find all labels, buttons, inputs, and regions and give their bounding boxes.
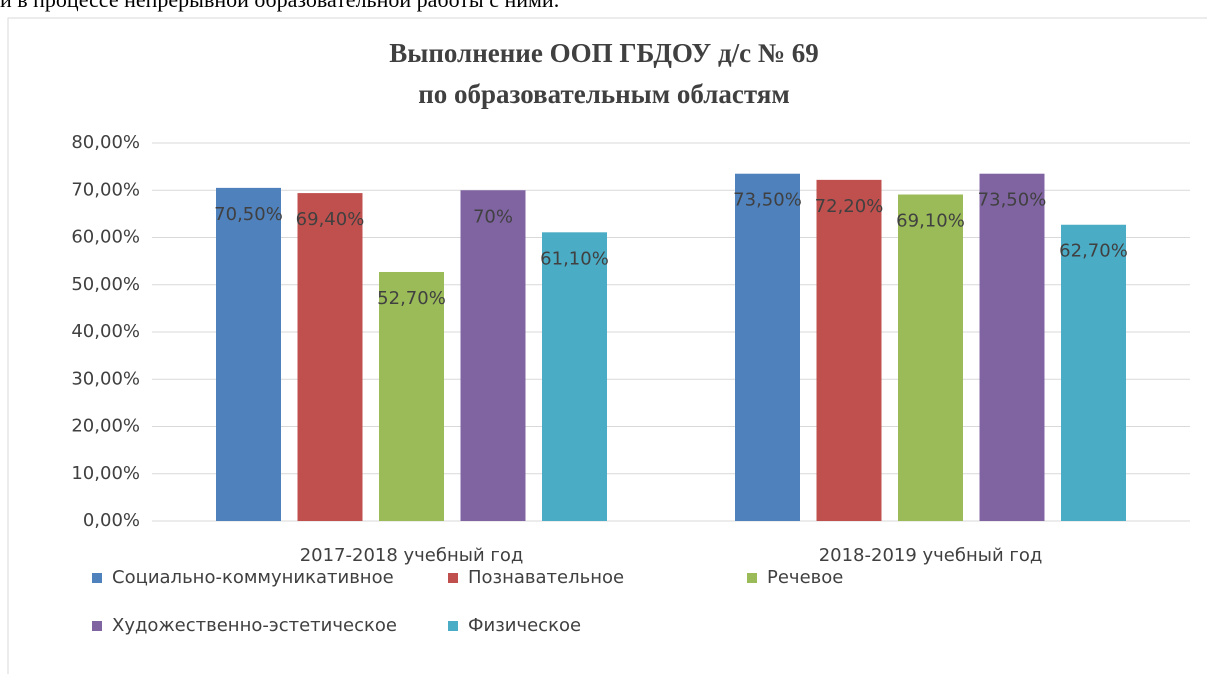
- bar: [216, 187, 281, 521]
- chart-title: Выполнение ООП ГБДОУ д/с № 69: [389, 38, 818, 68]
- bar: [898, 194, 963, 521]
- bar: [816, 179, 882, 522]
- data-label: 70,50%: [214, 204, 283, 225]
- y-tick-label: 50,00%: [71, 274, 140, 295]
- bar: [735, 173, 800, 521]
- data-label: 72,20%: [815, 196, 884, 217]
- y-tick-label: 40,00%: [71, 321, 140, 342]
- bar: [297, 193, 363, 521]
- bar: [542, 232, 607, 522]
- data-label: 52,70%: [377, 288, 446, 309]
- legend-label: Художественно-эстетическое: [112, 615, 397, 636]
- legend-swatch: [92, 573, 102, 583]
- legend-label: Социально-коммуникативное: [112, 567, 394, 588]
- y-tick-label: 20,00%: [71, 416, 140, 437]
- x-tick-label: 2018-2019 учебный год: [819, 545, 1043, 566]
- data-label: 73,50%: [978, 190, 1047, 211]
- legend-swatch: [92, 621, 102, 631]
- bar: [1061, 224, 1126, 521]
- bar: [379, 271, 444, 521]
- chart-title: по образовательным областям: [418, 79, 790, 109]
- y-tick-label: 80,00%: [71, 132, 140, 153]
- legend-label: Речевое: [767, 567, 843, 588]
- y-tick-label: 70,00%: [71, 179, 140, 200]
- y-tick-label: 30,00%: [71, 368, 140, 389]
- data-label: 62,70%: [1059, 241, 1128, 262]
- x-tick-label: 2017-2018 учебный год: [300, 545, 524, 566]
- bar: [979, 173, 1045, 521]
- data-label: 69,40%: [296, 209, 365, 230]
- legend-swatch: [747, 573, 757, 583]
- legend-swatch: [448, 573, 458, 583]
- legend-swatch: [448, 621, 458, 631]
- y-tick-label: 10,00%: [71, 463, 140, 484]
- data-label: 70%: [473, 206, 513, 227]
- legend-label: Физическое: [468, 615, 581, 636]
- data-label: 61,10%: [540, 248, 609, 269]
- legend-label: Познавательное: [468, 567, 624, 588]
- y-tick-label: 0,00%: [83, 510, 140, 531]
- y-tick-label: 60,00%: [71, 227, 140, 248]
- data-label: 73,50%: [733, 190, 802, 211]
- data-label: 69,10%: [896, 211, 965, 232]
- caption: и в процессе непрерывной образовательной…: [0, 0, 559, 12]
- bar: [460, 190, 526, 521]
